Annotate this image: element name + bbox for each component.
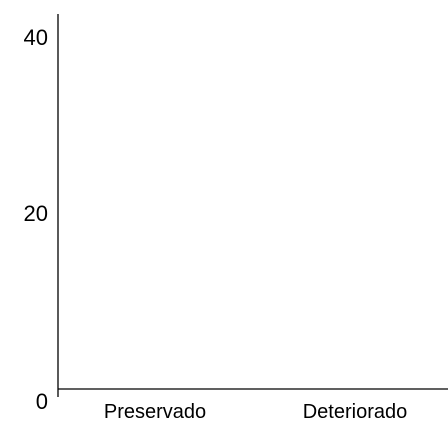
y-tick-label: 40 — [24, 25, 48, 50]
x-category-label: Preservado — [104, 401, 206, 422]
x-category-label: Deteriorado — [303, 401, 408, 422]
y-axis-ticks: 0 20 40 — [24, 25, 48, 414]
x-axis-categories: Preservado Deteriorado — [104, 401, 407, 422]
y-tick-label: 0 — [36, 389, 48, 414]
y-tick-label: 20 — [24, 201, 48, 226]
